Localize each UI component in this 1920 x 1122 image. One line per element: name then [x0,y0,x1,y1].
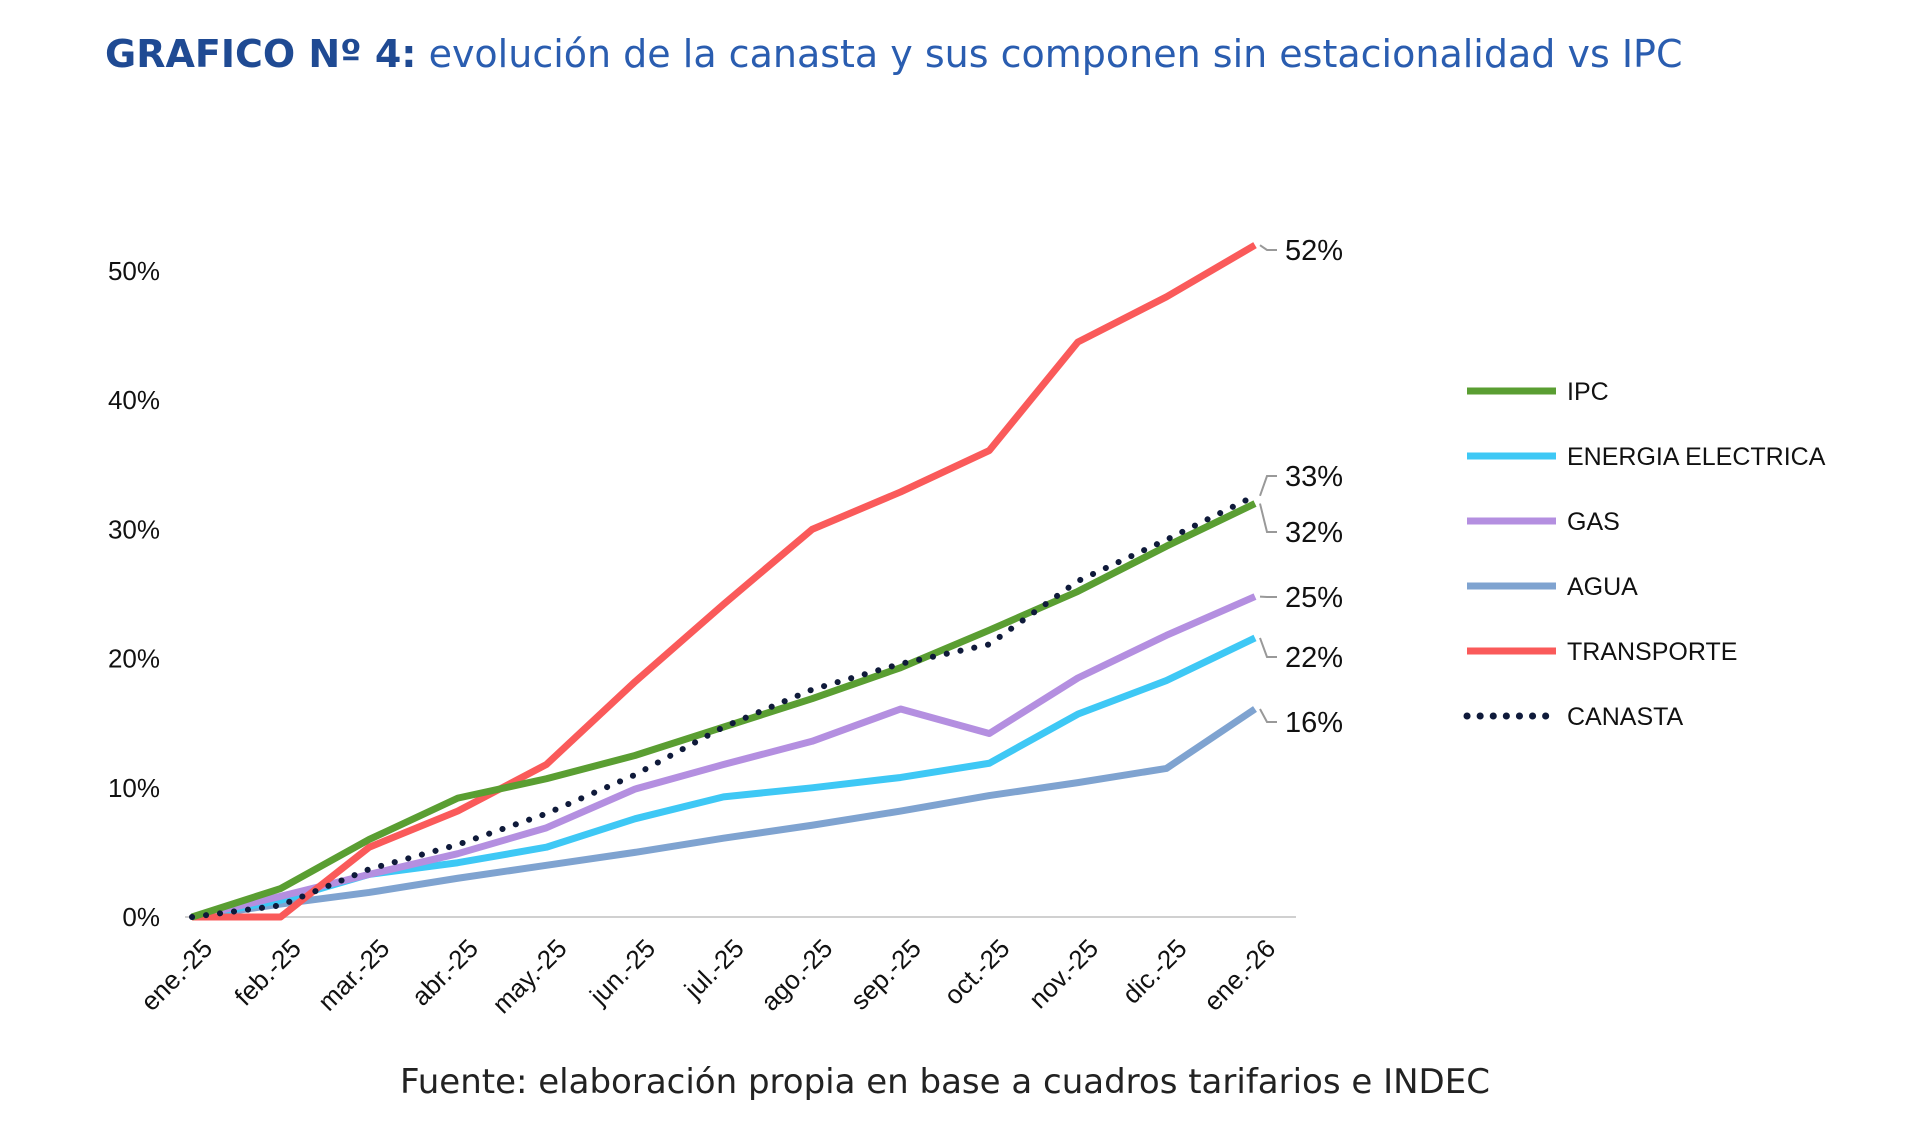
x-tick-label: may.-25 [486,933,572,1019]
series-line-ipc [190,500,1257,921]
x-tick-label: jul.-25 [678,933,750,1005]
legend-label: IPC [1567,378,1609,406]
legend-label: ENERGIA ELECTRICA [1567,443,1826,471]
x-tick-label: abr.-25 [406,933,484,1011]
x-tick-label: ene.-25 [135,933,219,1017]
series-line-canasta [189,492,1258,920]
end-label: 25% [1285,582,1343,614]
x-tick-label: nov.-25 [1023,933,1104,1014]
x-tick-label: mar.-25 [312,933,396,1017]
x-tick-label: ene.-26 [1198,933,1282,1017]
legend-label: CANASTA [1567,703,1684,731]
series-line-transporte [192,242,1257,921]
title-text: evolución de la canasta y sus componen s… [416,32,1683,76]
legend-label: GAS [1567,508,1620,536]
series-line-agua [191,706,1257,921]
series-line-gas [191,593,1257,921]
x-tick-label: sep.-25 [844,933,927,1016]
end-label: 16% [1285,707,1343,739]
leader-line [1259,475,1277,497]
end-label: 52% [1285,235,1343,267]
leader-line [1259,244,1277,251]
x-tick-label: feb.-25 [228,933,306,1011]
source-note: Fuente: elaboración propia en base a cua… [400,1062,1490,1102]
x-tick-label: ago.-25 [755,933,839,1017]
y-tick-label: 0% [122,902,160,932]
chart-title: GRAFICO Nº 4: evolución de la canasta y … [105,32,1682,76]
y-tick-label: 30% [108,514,160,544]
y-tick-label: 40% [108,385,160,415]
end-label: 33% [1285,461,1343,493]
y-tick-label: 50% [108,256,160,286]
end-label: 32% [1285,517,1343,549]
legend-label: TRANSPORTE [1567,638,1737,666]
y-tick-label: 20% [108,644,160,674]
end-label: 22% [1285,642,1343,674]
leader-line [1259,503,1277,533]
leader-line [1259,637,1277,658]
x-tick-label: jun.-25 [583,933,661,1011]
x-tick-label: dic.-25 [1116,933,1192,1009]
leader-line [1259,708,1277,723]
legend-label: AGUA [1567,573,1638,601]
y-tick-label: 10% [108,773,160,803]
x-tick-label: oct.-25 [938,933,1015,1010]
title-prefix: GRAFICO Nº 4: [105,32,417,76]
